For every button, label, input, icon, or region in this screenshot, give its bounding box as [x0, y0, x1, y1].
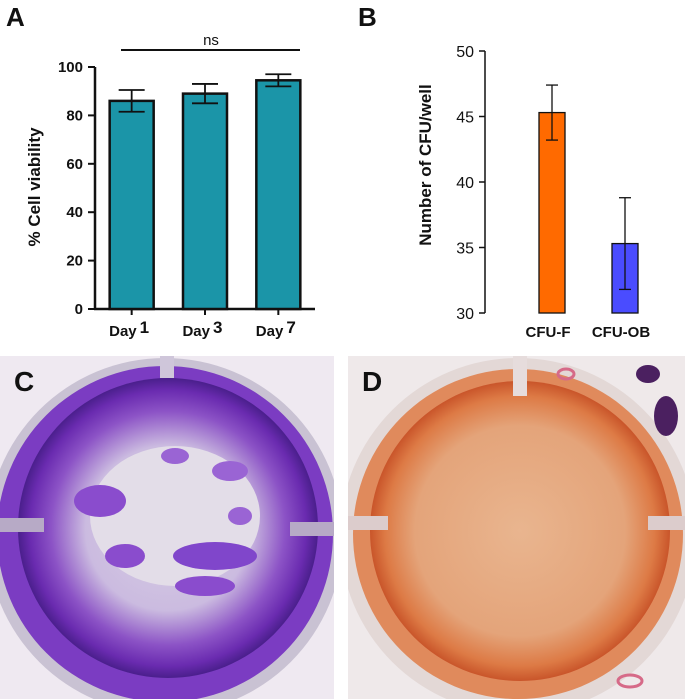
chart-a-y-tick-label: 40 — [66, 204, 83, 221]
chart-a-y-tick-label: 20 — [66, 253, 83, 270]
chart-b-y-axis-label: Number of CFU/well — [416, 84, 435, 246]
chart-b-y-tick-label: 45 — [456, 110, 474, 127]
panel-label-b: B — [358, 2, 377, 32]
chart-a-bar — [181, 92, 229, 311]
chart-b-bar — [538, 111, 566, 314]
chart-a-y-tick-label: 60 — [66, 156, 83, 173]
chart-a-bar — [255, 79, 302, 311]
panel-label-a: A — [6, 2, 25, 32]
chart-a-x-tick-label: Day — [109, 323, 137, 340]
chart-a-x-tick-number: 1 — [140, 318, 149, 337]
chart-b-y-tick-label: 40 — [456, 175, 474, 192]
chart-b-y-tick-label: 30 — [456, 306, 474, 323]
chart-b-y-tick-label: 35 — [456, 241, 474, 258]
chart-a-x-tick-label: Day — [256, 323, 284, 340]
chart-b-x-tick-label: CFU-F — [526, 324, 571, 341]
chart-a-y-tick-label: 80 — [66, 107, 83, 124]
chart-a-significance-label: ns — [203, 32, 219, 49]
photo-d-alizarin-red-well: D — [348, 356, 685, 699]
chart-a-y-tick-label: 100 — [58, 59, 83, 76]
chart-a-y-axis-label: % Cell viability — [25, 127, 44, 247]
panel-label-c: C — [14, 366, 35, 397]
chart-a-y-tick-label: 0 — [75, 301, 83, 318]
chart-a-x-tick-number: 7 — [286, 318, 295, 337]
chart-b-cfu-count: 30 35 40 45 50 CFU-F CFU-OB Number of CFU/well — [416, 44, 650, 341]
chart-a-x-tick-label: Day — [182, 323, 210, 340]
photo-c-crystal-violet-well: C — [0, 356, 334, 699]
chart-a-x-tick-number: 3 — [213, 318, 222, 337]
chart-b-x-tick-label: CFU-OB — [592, 324, 650, 341]
chart-b-y-tick-label: 50 — [456, 44, 474, 61]
chart-a-bar — [108, 99, 155, 311]
panel-label-d: D — [362, 366, 383, 397]
